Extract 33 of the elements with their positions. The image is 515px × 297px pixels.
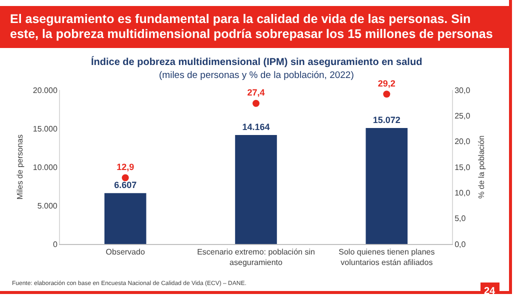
y2-tick-label: 15,0 xyxy=(454,162,471,172)
y2-tick-label: 5,0 xyxy=(454,214,466,224)
x-tick-label: Solo quienes tienen planes voluntarios están afiliados xyxy=(338,248,435,267)
data-label: 27,4 xyxy=(247,88,265,98)
data-label: 15.072 xyxy=(372,114,400,125)
data-label: 6.607 xyxy=(114,180,137,190)
chart-subtitle: Índice de pobreza multidimensional (IPM) sin aseguramiento en salud xyxy=(91,56,422,68)
x-tick-label: Escenario extremo: población sin aseguramiento xyxy=(197,248,315,267)
y2-axis-title: % de la población xyxy=(476,135,486,199)
y-tick-label: 10.000 xyxy=(32,162,58,172)
y2-tick-label: 25,0 xyxy=(454,111,471,120)
y-tick-label: 5.000 xyxy=(37,201,58,210)
chart-title: El aseguramiento es fundamental para la calidad de vida de las personas. Sin este, la pobreza multidimensional podría sobrepasar los 15 millones de personas xyxy=(0,6,512,48)
bar xyxy=(366,128,408,244)
text: (miles de personas y % de la población, 2022) xyxy=(159,70,354,81)
y-tick-label: 20.000 xyxy=(32,86,58,95)
y2-tick-label: 30,0 xyxy=(454,86,471,95)
data-label: 29,2 xyxy=(378,78,396,88)
y2-tick-label: 0,0 xyxy=(454,240,466,249)
y-axis-title: Miles de personas xyxy=(16,134,25,200)
data-label: 14.164 xyxy=(242,122,270,132)
y2-tick-label: 10,0 xyxy=(454,188,471,198)
text: 24 xyxy=(484,286,496,297)
bar xyxy=(235,134,277,244)
y-tick-label: 15.000 xyxy=(32,124,58,134)
point xyxy=(252,100,260,107)
y-tick-label: 0 xyxy=(52,240,58,249)
y2-tick-label: 20,0 xyxy=(454,137,471,146)
x-tick-label: Observado xyxy=(106,248,146,257)
point xyxy=(383,90,390,98)
point xyxy=(122,174,129,182)
data-label: 12,9 xyxy=(116,162,134,172)
bar xyxy=(104,193,146,244)
